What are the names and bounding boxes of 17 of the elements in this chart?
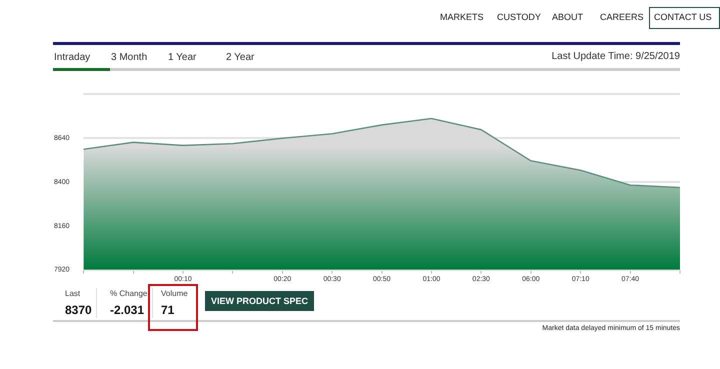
text: Intraday	[54, 52, 90, 63]
text: Last	[65, 289, 80, 298]
text: VIEW PRODUCT SPEC	[205, 291, 314, 311]
text: 3 Month	[111, 52, 148, 63]
text: Last Update Time: 9/25/2019	[552, 51, 680, 62]
text: 2 Year	[226, 52, 254, 63]
text: ABOUT	[552, 12, 584, 22]
text: 71	[161, 303, 174, 317]
text: MARKETS	[440, 12, 484, 22]
text: Volume	[161, 289, 188, 298]
text: 1 Year	[168, 52, 196, 63]
text: % Change	[110, 289, 148, 298]
text: CAREERS	[600, 12, 644, 22]
text: CONTACT US	[654, 12, 712, 22]
text: -2.031	[110, 303, 144, 317]
text: CUSTODY	[497, 12, 541, 22]
text: 8370	[65, 303, 92, 317]
